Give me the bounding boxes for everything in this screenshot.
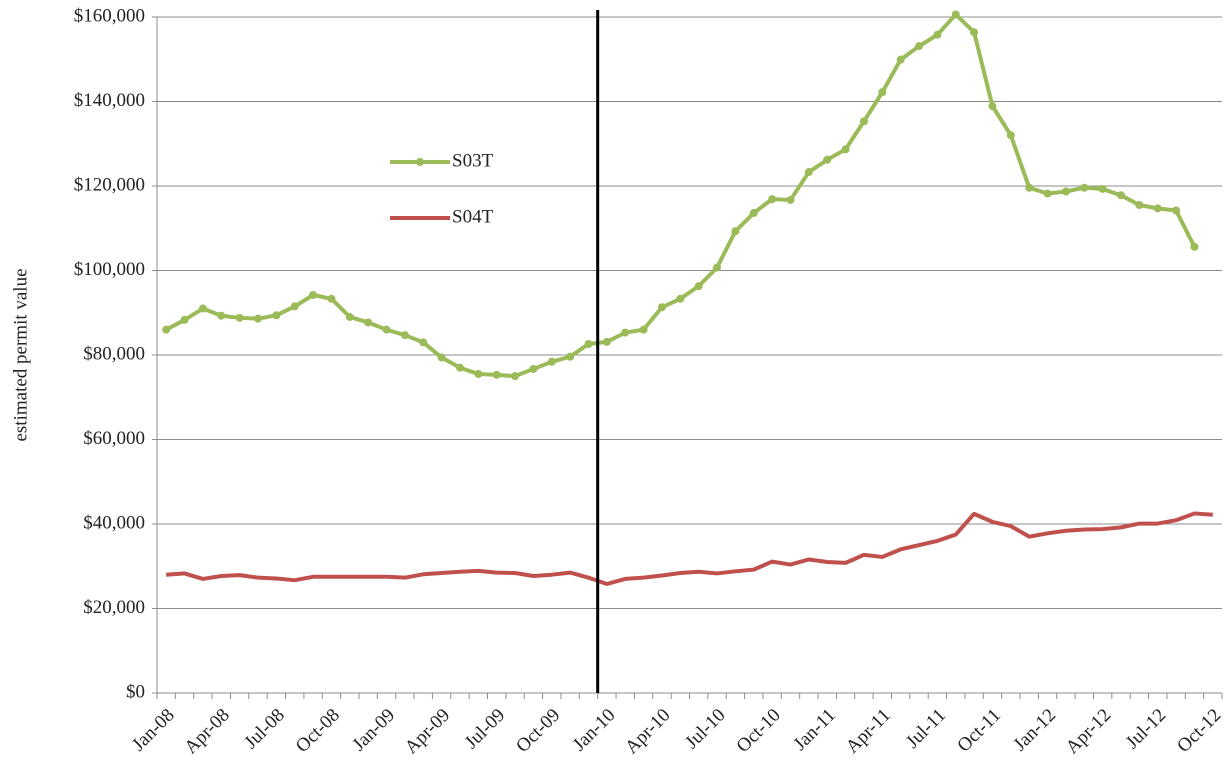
y-tick-label: $40,000: [83, 512, 145, 533]
y-tick-label: $160,000: [74, 5, 145, 26]
x-tick-label: Jan-11: [790, 705, 840, 755]
x-tick-label: Jul-08: [241, 705, 289, 753]
point: [1006, 131, 1015, 140]
x-tick-label: Jan-12: [1009, 705, 1060, 756]
point: [1061, 187, 1070, 196]
point: [1098, 184, 1107, 193]
point: [731, 227, 740, 236]
point: [180, 315, 189, 324]
point: [290, 302, 299, 311]
x-tick-label: Oct-11: [953, 705, 1005, 757]
point: [602, 337, 611, 346]
point: [859, 117, 868, 126]
point: [272, 311, 281, 320]
y-axis-label: estimated permit value: [10, 268, 31, 441]
x-tick-label: Oct-08: [292, 705, 344, 757]
x-tick-label: Jul-12: [1122, 705, 1170, 753]
point: [529, 364, 538, 373]
point: [804, 168, 813, 177]
point: [786, 195, 795, 204]
point: [621, 328, 630, 337]
x-tick-label: Oct-09: [512, 705, 564, 757]
point: [584, 340, 593, 349]
point: [639, 325, 648, 334]
point: [566, 352, 575, 361]
point: [713, 263, 722, 272]
point: [253, 314, 262, 323]
x-tick-label: Jan-10: [569, 705, 620, 756]
point: [933, 30, 942, 39]
y-tick-label: $20,000: [83, 597, 145, 618]
point: [988, 102, 997, 111]
point: [694, 282, 703, 291]
point: [419, 338, 428, 347]
point: [1172, 206, 1181, 215]
legend-marker: [416, 158, 424, 166]
x-tick-label: Apr-10: [621, 705, 674, 758]
x-tick-label: Jul-10: [681, 705, 729, 753]
y-tick-label: $140,000: [74, 90, 145, 111]
point: [327, 294, 336, 303]
point: [309, 291, 318, 300]
point: [364, 318, 373, 327]
x-tick-label: Oct-10: [733, 705, 785, 757]
x-tick-label: Jul-09: [461, 705, 509, 753]
point: [455, 363, 464, 372]
point: [657, 303, 666, 312]
x-tick-label: Apr-08: [180, 705, 233, 758]
y-tick-label: $100,000: [74, 259, 145, 280]
point: [217, 311, 226, 320]
point: [1190, 242, 1199, 251]
series-line: [165, 12, 1197, 379]
point: [676, 294, 685, 303]
legend-label: S03T: [452, 150, 494, 171]
y-tick-label: $0: [126, 681, 145, 702]
point: [1043, 189, 1052, 198]
point: [915, 42, 924, 51]
point: [1080, 183, 1089, 192]
point: [474, 370, 483, 379]
point: [768, 195, 777, 204]
x-tick-label: Jul-11: [902, 705, 950, 753]
point: [547, 357, 556, 366]
point: [1135, 201, 1144, 210]
x-tick-label: Oct-12: [1173, 705, 1225, 757]
x-tick-label: Jan-08: [128, 705, 179, 756]
point: [878, 88, 887, 97]
x-tick-label: Apr-11: [842, 705, 895, 758]
point: [198, 304, 207, 313]
point: [492, 370, 501, 379]
point: [162, 325, 171, 334]
point: [1153, 204, 1162, 213]
point: [382, 325, 391, 334]
y-tick-label: $80,000: [83, 343, 145, 364]
y-tick-label: $60,000: [83, 428, 145, 449]
point: [400, 331, 409, 340]
point: [841, 145, 850, 154]
point: [951, 10, 960, 19]
x-tick-label: Jan-09: [348, 705, 399, 756]
point: [896, 55, 905, 64]
point: [511, 372, 520, 381]
point: [970, 28, 979, 37]
point: [345, 312, 354, 321]
point: [1117, 191, 1126, 200]
point: [235, 313, 244, 322]
x-tick-label: Apr-12: [1062, 705, 1115, 758]
legend-label: S04T: [452, 206, 494, 227]
y-tick-label: $120,000: [74, 174, 145, 195]
point: [1025, 183, 1034, 192]
point: [437, 353, 446, 362]
point: [823, 155, 832, 164]
point: [749, 209, 758, 218]
x-tick-label: Apr-09: [401, 705, 454, 758]
series-line: [166, 511, 1213, 586]
